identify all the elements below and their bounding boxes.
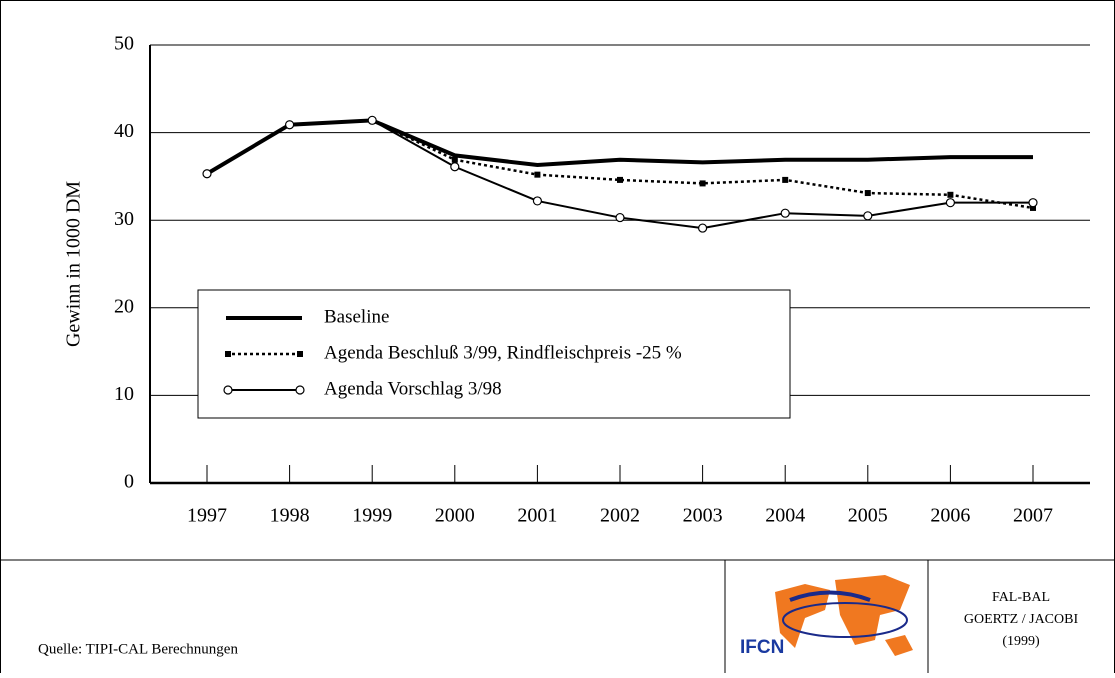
x-tick-label: 2005 — [848, 505, 888, 527]
credit: FAL-BAL — [992, 590, 1050, 605]
point — [782, 176, 789, 183]
x-tick-label: 2006 — [930, 505, 970, 527]
y-tick-label: 30 — [114, 208, 134, 230]
point — [863, 211, 873, 221]
x-tick-label: 2002 — [600, 505, 640, 527]
y-tick-label: 20 — [114, 295, 134, 317]
point — [367, 115, 377, 125]
point — [864, 190, 871, 197]
source: Quelle: TIPI-CAL Berechnungen — [38, 641, 238, 657]
point — [780, 208, 790, 218]
logo-text: IFCN — [740, 637, 784, 658]
y-tick-label: 50 — [114, 33, 134, 55]
point — [947, 191, 954, 198]
point — [617, 176, 623, 183]
point — [1028, 198, 1038, 208]
point — [297, 351, 303, 357]
x-tick-label: 2003 — [683, 505, 723, 527]
legend-label: Baseline — [324, 306, 389, 327]
y-tick-label: 0 — [124, 471, 134, 493]
point — [697, 223, 708, 233]
point — [450, 162, 460, 172]
x-tick-label: 2001 — [517, 505, 557, 527]
point — [202, 169, 212, 179]
x-tick-label: 1997 — [187, 505, 227, 527]
x-tick-label: 1999 — [352, 505, 392, 527]
x-tick-label: 2004 — [765, 505, 805, 527]
y-axis-label: Gewinn in 1000 DM — [63, 181, 85, 347]
point — [295, 385, 305, 395]
x-tick-label: 1998 — [270, 505, 310, 527]
credit: (1999) — [1002, 634, 1040, 649]
point — [225, 351, 231, 357]
y-tick-label: 10 — [114, 383, 134, 405]
credit: GOERTZ / JACOBI — [964, 612, 1079, 627]
point — [615, 212, 625, 223]
legend-label: Agenda Beschluß 3/99, Rindfleischpreis -… — [324, 342, 682, 363]
x-tick-label: 2007 — [1013, 505, 1053, 527]
point — [1030, 204, 1036, 211]
point — [534, 171, 541, 178]
point — [285, 120, 295, 130]
point — [945, 198, 956, 208]
point — [223, 385, 233, 395]
logo: IFCN — [740, 575, 913, 658]
point — [699, 180, 706, 187]
point — [532, 196, 543, 206]
y-tick-label: 40 — [114, 120, 134, 142]
legend — [197, 289, 791, 419]
x-tick-label: 2000 — [435, 505, 475, 527]
point — [451, 156, 458, 163]
legend-label: Agenda Vorschlag 3/98 — [324, 378, 502, 399]
